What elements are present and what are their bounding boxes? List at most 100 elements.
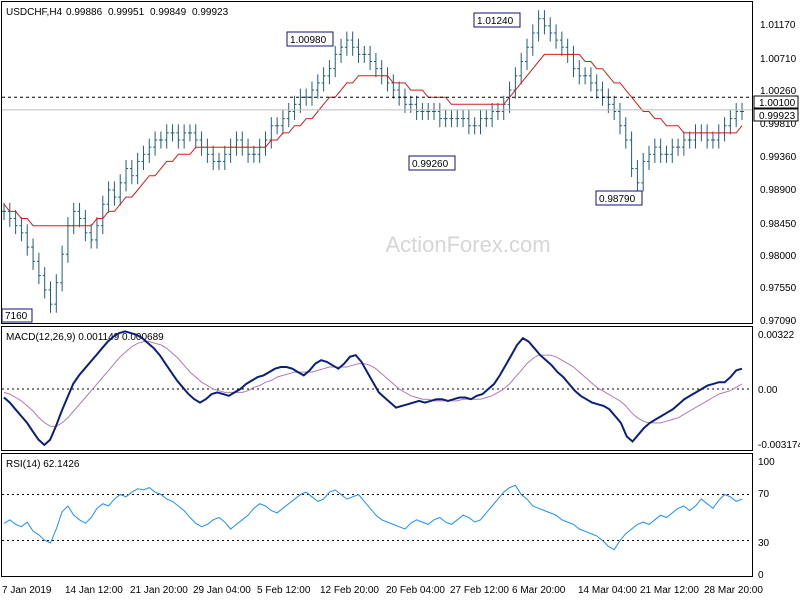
price-bar [42,267,47,299]
annotation-low-0.98790: 0.98790 [595,190,643,206]
price-tick-label: 0.98450 [760,219,797,230]
price-bar [368,45,373,71]
price-bar [135,152,140,185]
rsi-pane-frame [1,453,753,577]
macd-tick-label: 0.00322 [758,330,795,341]
price-bar [472,117,477,135]
price-bar [443,110,448,128]
watermark: ActionForex.com [385,232,550,257]
price-bar [48,281,53,313]
annotation-box [1,308,33,323]
rsi-tick-label: 30 [758,538,770,549]
price-tick-label: 0.99360 [760,152,797,163]
price-bar [426,102,431,121]
x-tick-label: 5 Feb 12:00 [257,585,311,596]
price-bar [31,238,36,270]
price-bar [153,131,158,156]
price-series-layer [2,10,744,313]
price-bar [373,52,378,78]
price-title: USDCHF,H4 [6,7,63,18]
price-bar [641,152,646,192]
annotation-low-0.97160: 7160 [1,308,33,323]
ohlc-low: 0.99849 [150,7,187,18]
price-bar [217,152,222,170]
price-bar [577,60,582,85]
price-bar [554,24,559,49]
macd-pane-frame [1,326,753,451]
rsi-line [3,484,743,551]
price-bar [222,145,227,170]
price-bar [740,102,744,121]
price-bar [211,145,216,170]
price-bar [583,67,588,85]
x-tick-label: 29 Jan 04:00 [193,585,251,596]
price-bar [478,110,483,135]
annotation-high-1.00980: 1.00980 [286,31,334,47]
price-bar [681,131,686,156]
macd-main-line [3,330,743,447]
price-bar [635,160,640,192]
price-y-axis: 1.01170 1.00710 1.00260 0.99810 0.99360 … [760,20,797,327]
x-tick-label: 7 Jan 2019 [2,585,52,596]
price-tick-label: 0.98000 [760,251,797,262]
level-price-box [753,95,799,109]
price-bar [292,95,297,121]
price-bar [170,124,175,142]
price-bar [280,110,285,135]
level-price-label: 1.00100 [759,98,796,109]
price-bar [187,124,192,142]
price-bar [728,110,733,135]
price-bar [734,102,739,128]
current-price-box [753,108,799,122]
price-tick-label: 0.97090 [760,316,797,327]
price-bar [124,160,129,192]
price-pane-frame [1,1,753,324]
price-tick-label: 1.00710 [760,54,797,65]
rsi-tick-label: 0 [758,570,764,581]
price-bar [2,202,6,220]
price-bar [617,102,622,135]
rsi-pane: RSI(14) 62.1426 100 70 30 0 [1,453,775,581]
annotation-text: 1.01240 [477,16,514,27]
price-bar [333,45,338,78]
annotation-box [595,190,643,206]
price-bar [461,110,466,128]
price-bar [594,74,599,99]
price-bar [542,10,547,35]
price-bar [60,245,65,292]
price-bar [484,110,489,128]
macd-tick-label: -0.003174 [758,440,800,451]
price-bar [350,31,355,56]
price-bar [129,160,134,185]
price-bar [286,102,291,128]
price-bar [344,31,349,56]
price-tick-label: 1.01170 [760,20,796,31]
price-bar [548,17,553,42]
ohlc-close: 0.99923 [192,7,229,18]
price-bar [490,102,495,128]
price-bar [339,38,344,63]
price-bar [193,124,198,149]
current-price-label: 0.99923 [759,111,796,122]
macd-tick-label: 0.00 [758,385,778,396]
annotation-box [286,31,334,47]
price-bar [54,274,59,313]
price-bar [629,131,634,178]
rsi-tick-label: 100 [758,457,775,468]
x-tick-label: 6 Mar 20:00 [512,585,566,596]
price-bar [612,95,617,121]
price-tick-label: 1.00260 [760,86,797,97]
price-bar [437,102,442,128]
price-bar [559,31,564,56]
price-bar [100,195,105,235]
annotation-labels: 7160 1.00980 0.99260 1.01240 0.98790 [1,12,643,323]
rsi-title: RSI(14) 62.1426 [6,459,80,470]
annotation-high-1.01240: 1.01240 [473,12,521,28]
price-bar [94,217,99,249]
x-tick-label: 14 Jan 12:00 [65,585,123,596]
price-tick-label: 0.97550 [760,283,797,294]
rsi-tick-label: 70 [758,489,770,500]
price-bar [670,138,675,163]
